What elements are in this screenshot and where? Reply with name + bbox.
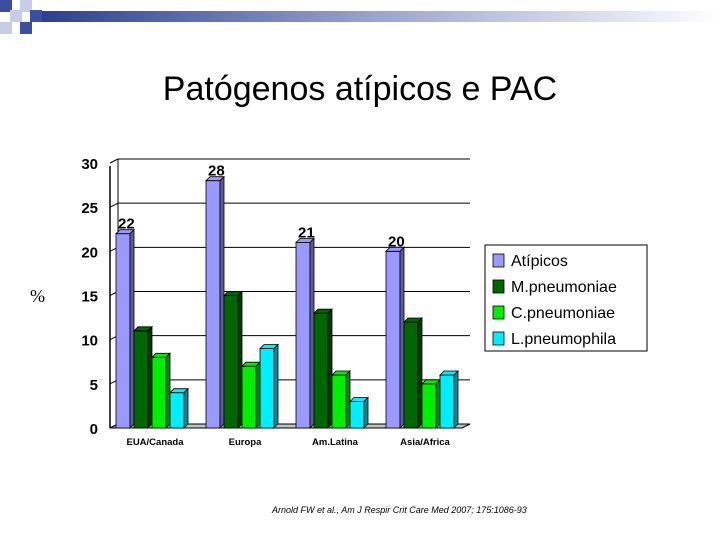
x-tick-label: Europa (229, 437, 262, 448)
data-label: 28 (208, 163, 225, 180)
bar-side (435, 378, 441, 429)
header-decoration (0, 0, 720, 34)
bars (115, 175, 459, 429)
deco-square (20, 22, 32, 34)
bar (151, 356, 167, 429)
bar (439, 374, 455, 429)
y-tick-label: 10 (81, 333, 98, 350)
grid-line-depth (109, 158, 119, 164)
bar (385, 250, 401, 429)
bar-side (345, 370, 351, 429)
labels: 0 5 10 15 20 25 30 22 EUA/Canada 28 Europa 21 Am.Lat… (81, 156, 450, 448)
bar-side (327, 308, 333, 429)
bar-side (363, 396, 369, 429)
bar (313, 312, 329, 429)
deco-square (30, 10, 42, 22)
bar (421, 383, 437, 429)
y-axis-label: % (30, 286, 45, 306)
grid-line-depth (109, 202, 119, 208)
bar (349, 401, 365, 429)
deco-square (10, 10, 22, 22)
bar-side (273, 343, 279, 429)
bar (403, 321, 419, 429)
bar-side (417, 317, 423, 429)
bar (241, 365, 257, 429)
bar (169, 392, 185, 429)
data-label: 21 (298, 225, 315, 242)
legend-swatch (492, 279, 505, 294)
x-tick-label: EUA/Canada (126, 437, 184, 448)
legend: Atípicos M.pneumoniae C.pneumoniae L.pneumo… (484, 244, 648, 352)
legend-swatch (492, 331, 505, 346)
legend-label: C.pneumoniae (511, 305, 615, 322)
x-tick-label: Am.Latina (312, 437, 359, 448)
bar (115, 233, 131, 429)
data-label: 20 (388, 233, 405, 250)
slide-title: Patógenos atípicos e PAC (162, 70, 558, 108)
bar-side (309, 237, 315, 429)
bar-side (255, 361, 261, 429)
legend-swatch (492, 305, 505, 320)
bar-side (237, 290, 243, 429)
bar-side (399, 246, 405, 429)
legend-label: Atípicos (511, 253, 568, 270)
bar-side (165, 352, 171, 429)
bar-side (147, 325, 153, 429)
bar-side (129, 228, 135, 429)
y-tick-label: 20 (81, 244, 98, 261)
bar-side (183, 387, 189, 429)
header-gradient-bar (40, 11, 720, 22)
bar-side (453, 370, 459, 429)
bar (133, 330, 149, 429)
legend-swatch (492, 253, 505, 268)
citation: Arnold FW et al., Am J Respir Crit Care … (272, 505, 527, 515)
y-tick-label: 15 (81, 289, 98, 306)
bar-side (219, 175, 225, 429)
bar-chart: 0 5 10 15 20 25 30 22 EUA/Canada 28 Europa 21 Am.Lat… (81, 156, 648, 448)
deco-square (0, 0, 12, 12)
y-tick-label: 5 (90, 377, 98, 394)
legend-box (484, 244, 648, 352)
x-tick-label: Asia/Africa (400, 437, 450, 448)
bar (295, 242, 311, 429)
deco-square (0, 22, 12, 34)
bar (205, 180, 221, 429)
bar (259, 348, 275, 429)
deco-square (20, 0, 32, 12)
y-tick-label: 25 (81, 200, 98, 217)
y-tick-label: 0 (90, 421, 98, 438)
y-tick-label: 30 (81, 156, 98, 173)
legend-label: L.pneumophila (511, 331, 616, 348)
data-label: 22 (118, 216, 135, 233)
bar (331, 374, 347, 429)
legend-label: M.pneumoniae (511, 279, 617, 296)
bar (223, 295, 239, 429)
